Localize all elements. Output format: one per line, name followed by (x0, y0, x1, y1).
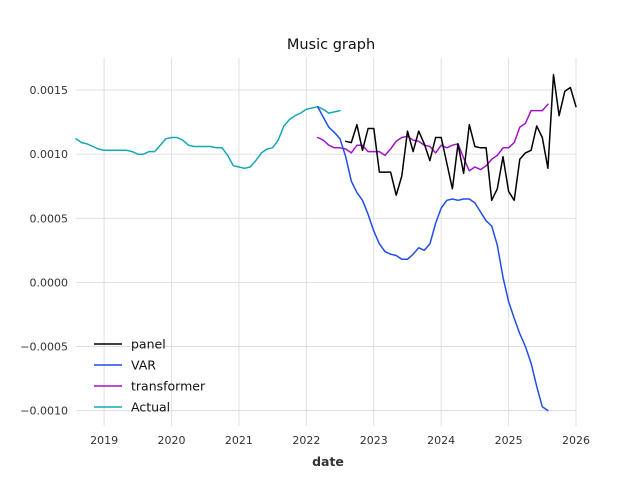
series-line-actual (75, 105, 341, 170)
x-axis-label: date (312, 454, 344, 469)
legend: panel VAR transformer Actual (94, 337, 206, 415)
x-tick-label: 2021 (225, 434, 253, 447)
series-line-var (316, 105, 549, 412)
series-line-panel (344, 73, 577, 202)
legend-label-panel: panel (131, 337, 166, 352)
x-tick-label: 2019 (90, 434, 118, 447)
chart-title: Music graph (287, 37, 375, 53)
y-tick-label: −0.0010 (20, 405, 68, 418)
x-tick-label: 2024 (427, 434, 455, 447)
y-tick-label: 0.0015 (30, 84, 69, 97)
x-tick-label: 2022 (292, 434, 320, 447)
series-lines (75, 73, 577, 412)
legend-label-var: VAR (131, 358, 156, 373)
grid (76, 58, 577, 426)
x-tick-label: 2023 (360, 434, 388, 447)
y-axis-ticks: 0.0015 0.0010 0.0005 0.0000 −0.0005 −0.0010 (20, 84, 68, 418)
legend-label-transformer: transformer (131, 379, 206, 394)
x-axis-ticks: 2019 2020 2021 2022 2023 2024 2025 2026 (90, 434, 590, 447)
y-tick-label: 0.0005 (30, 212, 69, 225)
legend-label-actual: Actual (131, 400, 170, 415)
x-tick-label: 2020 (158, 434, 186, 447)
x-tick-label: 2025 (495, 434, 523, 447)
x-tick-label: 2026 (562, 434, 590, 447)
y-tick-label: −0.0005 (20, 341, 68, 354)
y-tick-label: 0.0010 (30, 148, 69, 161)
y-tick-label: 0.0000 (30, 276, 69, 289)
